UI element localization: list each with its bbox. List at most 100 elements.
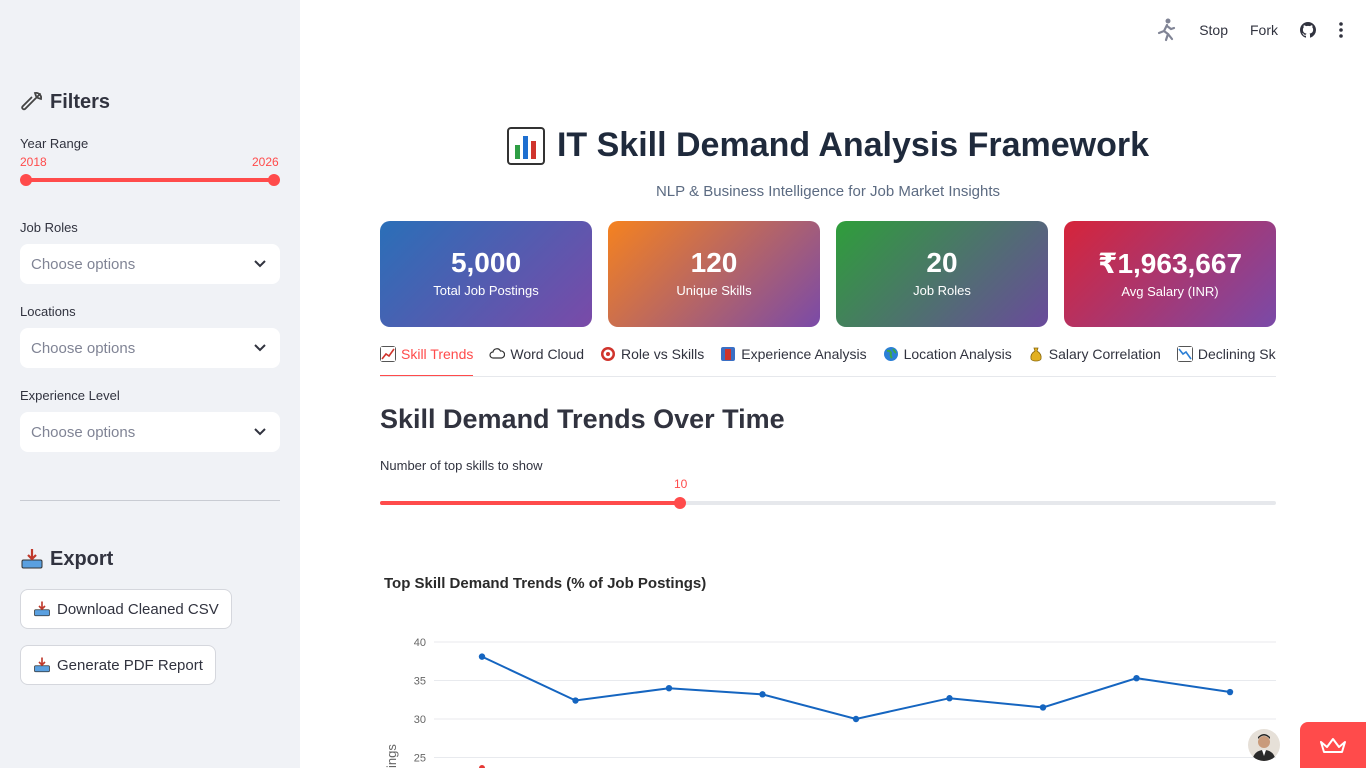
- year-range-min: 2018: [20, 155, 47, 169]
- cloud-icon: [489, 348, 506, 359]
- kpi-card-total-postings: 5,000 Total Job Postings: [380, 221, 592, 327]
- kpi-label: Avg Salary (INR): [1121, 284, 1219, 299]
- filters-heading-label: Filters: [50, 90, 111, 113]
- y-tick-label: 35: [414, 676, 426, 688]
- data-point: [1039, 704, 1047, 711]
- page-subtitle: NLP & Business Intelligence for Job Mark…: [655, 183, 1001, 200]
- data-point: [946, 695, 953, 702]
- kpi-label: Total Job Postings: [433, 283, 539, 298]
- kpi-label: Unique Skills: [676, 283, 752, 298]
- bar-chart-icon: [506, 126, 545, 165]
- data-point: [1133, 674, 1140, 682]
- inbox-tray-icon: [21, 549, 43, 569]
- kpi-value: 120: [690, 247, 738, 278]
- data-point: [479, 765, 485, 768]
- tab-label: Declining Skills: [1197, 346, 1276, 362]
- chevron-down-icon: [254, 260, 266, 268]
- experience-placeholder: Choose options: [31, 423, 136, 441]
- kpi-value: 20: [926, 247, 958, 278]
- tab-experience-analysis[interactable]: Experience Analysis: [720, 340, 867, 368]
- export-heading-label: Export: [50, 547, 114, 570]
- target-icon: [601, 347, 616, 361]
- kpi-card-avg-salary: ₹1,963,667 Avg Salary (INR): [1064, 221, 1276, 327]
- chevron-down-icon: [254, 428, 266, 436]
- crown-icon: [1320, 738, 1346, 753]
- top-skills-slider-handle[interactable]: [674, 497, 687, 509]
- kpi-value: 5,000: [450, 247, 522, 278]
- money-bag-icon: [1030, 347, 1042, 362]
- app-toolbar: Stop Fork: [1155, 16, 1344, 44]
- locations-select[interactable]: Choose options: [20, 328, 280, 368]
- github-icon[interactable]: [1300, 22, 1316, 38]
- user-avatar-icon: [1252, 734, 1276, 761]
- data-point: [478, 653, 486, 660]
- y-tick-label: 25: [414, 753, 426, 765]
- filters-heading: Filters: [20, 90, 110, 114]
- globe-icon: [883, 347, 898, 361]
- sidebar: Filters Year Range 2018 2026 Job Roles C…: [0, 0, 300, 768]
- experience-select[interactable]: Choose options: [20, 412, 280, 452]
- top-skills-slider-label: Number of top skills to show: [380, 458, 543, 473]
- section-title: Skill Demand Trends Over Time: [380, 404, 785, 434]
- kpi-card-unique-skills: 120 Unique Skills: [608, 221, 820, 327]
- tab-label: Experience Analysis: [741, 346, 867, 362]
- chevron-down-icon: [254, 344, 266, 352]
- kpi-value: ₹1,963,667: [1097, 248, 1243, 279]
- top-skills-slider-track[interactable]: [380, 501, 1276, 505]
- line-chart: Top Skill Demand Trends (% of Job Postin…: [384, 575, 1276, 768]
- download-csv-label: Download Cleaned CSV: [57, 600, 219, 618]
- skill-trends-chart: Top Skill Demand Trends (% of Job Postin…: [380, 560, 1280, 768]
- year-range-max-handle[interactable]: [268, 174, 280, 186]
- tab-salary-correlation[interactable]: Salary Correlation: [1028, 340, 1161, 368]
- generate-pdf-button[interactable]: Generate PDF Report: [20, 645, 216, 685]
- job-roles-label: Job Roles: [20, 220, 78, 235]
- download-csv-button[interactable]: Download Cleaned CSV: [20, 589, 232, 629]
- kpi-card-job-roles: 20 Job Roles: [836, 221, 1048, 327]
- chart-increasing-icon: [380, 346, 396, 362]
- chart-title: Top Skill Demand Trends (% of Job Postin…: [384, 575, 706, 592]
- tab-label: Location Analysis: [903, 346, 1012, 362]
- data-point: [852, 715, 860, 723]
- tab-label: Skill Trends: [401, 346, 474, 362]
- tab-role-vs-skills[interactable]: Role vs Skills: [600, 340, 704, 368]
- year-range-label: Year Range: [20, 136, 89, 151]
- job-roles-select[interactable]: Choose options: [20, 244, 280, 284]
- tab-label: Role vs Skills: [621, 346, 705, 362]
- job-roles-placeholder: Choose options: [31, 255, 136, 273]
- fork-button[interactable]: Fork: [1250, 22, 1278, 38]
- year-range-max: 2026: [252, 155, 279, 169]
- tab-declining-skills[interactable]: Declining Skills: [1176, 340, 1276, 368]
- locations-placeholder: Choose options: [31, 339, 136, 357]
- year-range-track[interactable]: [26, 178, 274, 182]
- y-tick-label: 30: [414, 714, 426, 726]
- kpi-label: Job Roles: [913, 283, 971, 298]
- year-range-min-handle[interactable]: [20, 174, 32, 186]
- generate-pdf-label: Generate PDF Report: [57, 656, 203, 674]
- page-title: IT Skill Demand Analysis Framework: [380, 126, 1276, 165]
- series-line: [481, 655, 1231, 721]
- data-point: [572, 697, 579, 704]
- top-skills-slider-fill: [380, 501, 681, 505]
- tab-label: Word Cloud: [510, 346, 585, 362]
- sidebar-divider: [20, 500, 280, 501]
- more-vertical-icon[interactable]: [1338, 21, 1344, 39]
- tab-label: Salary Correlation: [1048, 346, 1161, 362]
- data-point: [665, 685, 673, 692]
- avatar[interactable]: [1248, 729, 1280, 761]
- chart-decreasing-icon: [1176, 346, 1193, 362]
- streamlit-badge[interactable]: [1300, 722, 1366, 768]
- running-person-icon: [1158, 18, 1176, 42]
- analysis-tabs: Skill Trends Word Cloud Role vs Skills E…: [380, 340, 1276, 377]
- stop-button[interactable]: Stop: [1199, 22, 1228, 38]
- page-title-text: IT Skill Demand Analysis Framework: [556, 126, 1150, 164]
- tab-skill-trends[interactable]: Skill Trends: [380, 340, 474, 376]
- y-tick-label: 40: [414, 637, 426, 649]
- y-axis-label: ings: [384, 744, 399, 768]
- tab-location-analysis[interactable]: Location Analysis: [883, 340, 1012, 368]
- top-skills-slider-value: 10: [674, 477, 688, 491]
- experience-label: Experience Level: [20, 388, 120, 403]
- wrench-icon: [21, 92, 42, 111]
- briefcase-icon: [721, 347, 736, 361]
- tab-word-cloud[interactable]: Word Cloud: [489, 340, 584, 368]
- inbox-tray-icon: [34, 657, 50, 673]
